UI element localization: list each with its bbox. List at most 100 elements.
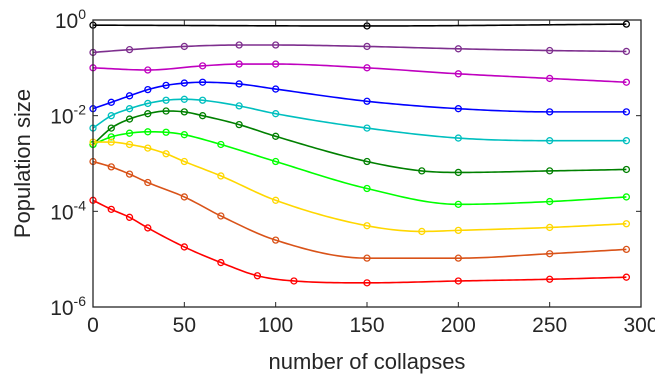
series-7-line <box>92 131 627 206</box>
series-8-point <box>454 226 462 235</box>
series-5-point <box>235 102 243 110</box>
series-8-point <box>217 172 225 180</box>
x-tick-label: 50 <box>173 314 196 337</box>
series-4-point <box>125 92 134 100</box>
series-5-point <box>272 110 280 118</box>
series-4-point <box>363 97 371 105</box>
series-2-point <box>235 41 243 49</box>
series-8-point <box>107 138 115 146</box>
series-7-point <box>546 197 554 206</box>
series-10-point <box>107 205 115 214</box>
series-5-line <box>92 98 627 142</box>
series-5-point <box>180 95 188 103</box>
y-tick-label: 10-6 <box>50 293 86 320</box>
series-4-line <box>92 81 627 113</box>
series-7-point <box>107 133 115 141</box>
series-6-point <box>125 115 134 123</box>
series-10-point <box>622 273 631 281</box>
series-7-point <box>162 128 170 136</box>
series-9-point <box>622 245 631 254</box>
x-tick-label: 200 <box>441 314 476 337</box>
series-6-point <box>272 132 280 140</box>
y-tick-label: 10-2 <box>50 102 86 129</box>
series-4-point <box>454 105 462 113</box>
series-3-line <box>92 63 627 84</box>
series-6-point <box>235 120 243 129</box>
series-5-point <box>125 105 134 113</box>
series-7-point <box>363 184 371 193</box>
series-2 <box>89 41 631 57</box>
series-layer <box>89 20 631 287</box>
series-2-point <box>180 42 188 51</box>
series-9-point <box>454 254 462 262</box>
series-2-point <box>272 41 280 49</box>
series-4 <box>89 78 631 116</box>
series-1-line <box>92 23 627 27</box>
series-6-point <box>622 165 631 174</box>
series-6-point <box>107 124 115 132</box>
series-5-point <box>454 134 462 142</box>
series-9-point <box>125 170 134 178</box>
series-4-point <box>180 79 188 87</box>
series-5-point <box>622 137 631 145</box>
series-6-point <box>546 167 554 175</box>
series-9-point <box>272 236 280 244</box>
series-7-point <box>125 129 134 137</box>
series-1 <box>89 20 631 30</box>
series-9-line <box>92 160 627 259</box>
series-7-point <box>180 131 188 139</box>
series-5-point <box>363 124 371 132</box>
x-tick-label: 250 <box>532 314 567 337</box>
series-7-point <box>272 157 280 166</box>
series-2-point <box>363 42 371 51</box>
series-6-point <box>144 110 152 118</box>
series-10-point <box>454 277 462 285</box>
series-4-point <box>272 85 280 93</box>
series-10 <box>89 196 631 287</box>
series-7-point <box>217 140 225 149</box>
series-4-point <box>546 108 554 116</box>
series-5-point <box>546 137 554 145</box>
series-8-point <box>363 222 371 230</box>
series-6-point <box>418 167 426 175</box>
series-10-point <box>546 275 554 283</box>
x-tick-label: 150 <box>349 314 384 337</box>
series-7-point <box>454 200 462 208</box>
series-3-point <box>622 78 631 86</box>
series-3-point <box>454 70 462 78</box>
series-4-point <box>107 98 115 106</box>
series-5-point <box>162 96 170 104</box>
series-3-point <box>144 66 152 74</box>
y-tick-label: 100 <box>55 6 86 33</box>
y-tick-label: 10-4 <box>50 197 86 224</box>
y-tick-exponent: -4 <box>74 197 87 213</box>
series-1-point <box>622 20 631 28</box>
series-6-point <box>363 157 371 166</box>
series-4-point <box>622 108 631 116</box>
series-4-point <box>198 78 207 86</box>
series-8-point <box>546 223 554 232</box>
series-6-point <box>198 112 207 120</box>
series-3-point <box>546 74 554 83</box>
series-7 <box>89 128 631 208</box>
series-10-point <box>363 279 371 287</box>
series-8-point <box>144 144 152 152</box>
y-tick-base: 10 <box>50 106 73 129</box>
series-2-point <box>622 47 631 56</box>
x-tick-label: 0 <box>87 314 99 337</box>
x-tick-label: 100 <box>258 314 293 337</box>
x-axis-label: number of collapses <box>269 349 466 374</box>
series-10-point <box>217 258 225 267</box>
series-8-point <box>125 140 134 149</box>
y-tick-exponent: 0 <box>78 6 86 22</box>
series-9-point <box>217 212 225 220</box>
series-6-point <box>162 107 170 115</box>
series-7-point <box>622 193 631 201</box>
series-10-point <box>144 224 152 232</box>
series-8-point <box>162 150 170 158</box>
series-5-point <box>144 99 152 108</box>
series-6-point <box>454 168 462 177</box>
series-7-point <box>144 128 152 136</box>
series-10-line <box>92 199 627 284</box>
